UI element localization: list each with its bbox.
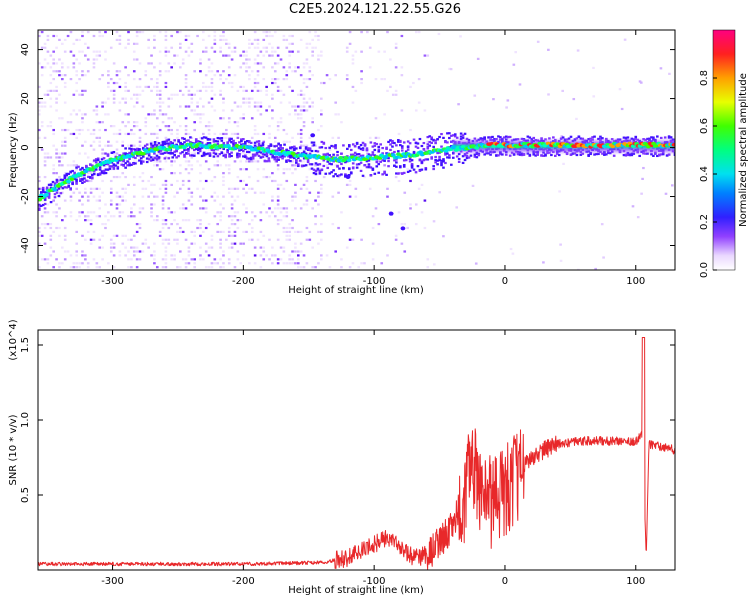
colorbar: 0.0 0.2 0.4 0.6 0.8 Normalized spectral ampl… [699,29,749,278]
bottom-xlabel: Height of straight line (km) [288,585,424,596]
snr-series-line [38,337,675,570]
bottom-xtick-label: 100 [626,576,645,587]
bottom-xtick-label: -200 [232,576,255,587]
top-xtick-label: -200 [232,276,255,287]
colorbar-tick-label: 0.8 [699,70,710,86]
top-ytick-label: -40 [20,237,31,253]
colorbar-gradient [713,30,735,270]
colorbar-label: Normalized spectral amplitude [738,73,749,227]
y-multiplier: (x10^4) [8,319,19,360]
top-ytick-label: 40 [20,43,31,56]
bottom-xtick-label: -100 [363,576,386,587]
top-ytick-label: 20 [20,92,31,105]
spectrogram-frame [37,29,676,271]
colorbar-tick-label: 0.0 [699,262,710,278]
colorbar-tick-label: 0.4 [699,166,710,182]
top-ytick-label: -20 [20,188,31,204]
top-ylabel: Frequency (Hz) [8,112,19,188]
top-xtick-label: 100 [626,276,645,287]
bottom-ytick-label: 1.5 [20,337,31,353]
bottom-xtick-label: -300 [101,576,124,587]
top-ytick-label: 0 [20,144,31,150]
bottom-ylabel: SNR (10 * v/v) [8,414,19,485]
bottom-ytick-label: 0.5 [20,487,31,503]
colorbar-tick-label: 0.6 [699,118,710,134]
spectrogram-heatmap [38,30,675,270]
top-xtick-label: -100 [363,276,386,287]
top-xlabel: Height of straight line (km) [288,285,424,296]
top-xtick-label: -300 [101,276,124,287]
snr-frame [37,329,676,571]
chart-title: C2E5.2024.121.22.55.G26 [288,2,462,17]
bottom-ytick-label: 1.0 [20,412,31,428]
bottom-xtick-label: 0 [502,576,508,587]
top-xtick-label: 0 [502,276,508,287]
snr-panel: -300 -200 -100 0 100 0.5 1.0 1.5 Height of stra… [8,319,676,596]
colorbar-tick-label: 0.2 [699,214,710,230]
